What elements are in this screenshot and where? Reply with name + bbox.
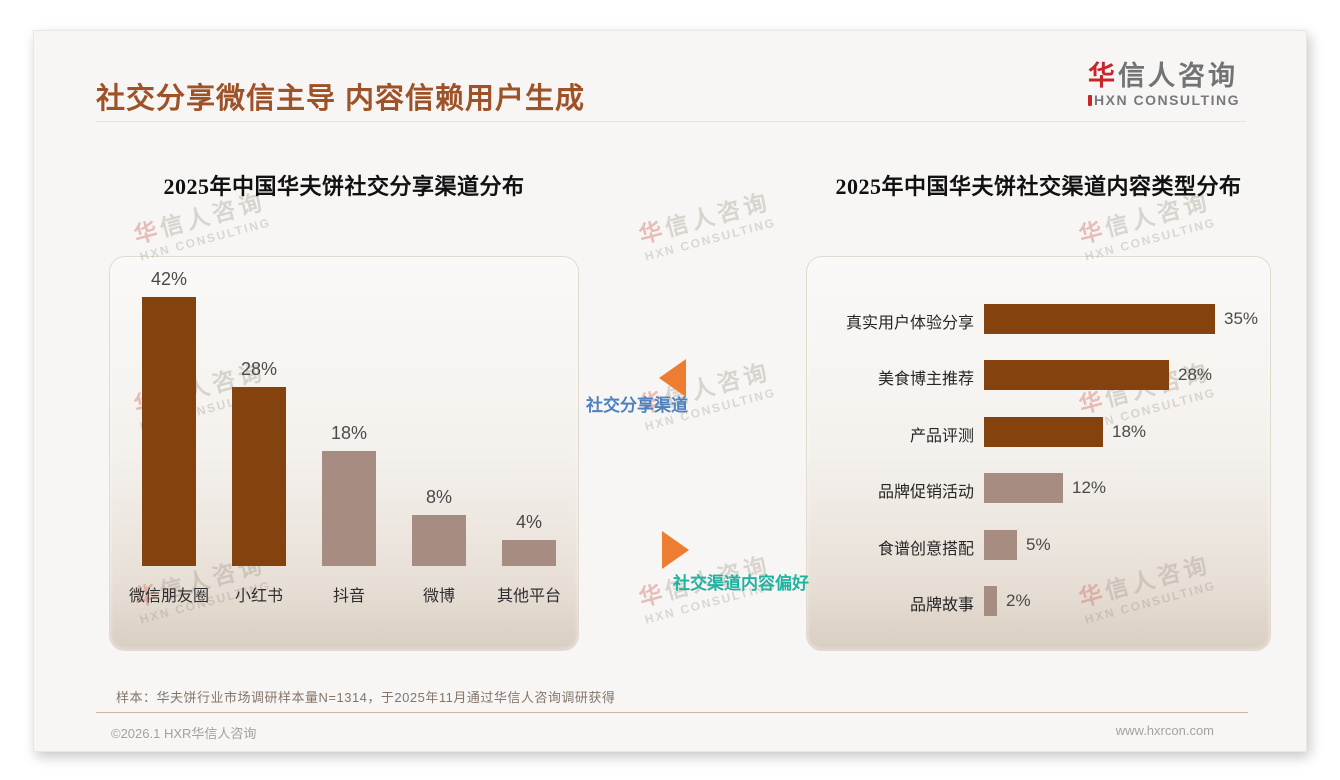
bar-row: 食谱创意搭配 5%: [806, 530, 1271, 560]
right-chart-title: 2025年中国华夫饼社交渠道内容类型分布: [835, 174, 1242, 199]
footer-website: www.hxrcon.com: [1115, 723, 1214, 738]
bar-category-label: 食谱创意搭配: [877, 541, 974, 558]
left-chart-plot: 42% 微信朋友圈 28% 小红书 18% 抖音 8% 微博 4% 其他平台: [109, 256, 579, 651]
bar: [984, 417, 1103, 447]
bar: [502, 540, 556, 566]
footer-divider: [96, 712, 1248, 713]
bar-category-label: 微博: [422, 588, 455, 605]
bar-row: 品牌故事 2%: [806, 586, 1271, 616]
bar-category-label: 产品评测: [909, 428, 974, 445]
right-annotation-label: 社交渠道内容偏好: [673, 574, 809, 593]
logo-chinese-text: 华信人咨询: [1088, 61, 1239, 91]
bar: [142, 297, 196, 566]
bar-category-label: 抖音: [332, 588, 365, 605]
bar-value-label: 8%: [425, 487, 452, 507]
bar-value-label: 12%: [1072, 478, 1107, 497]
bar: [984, 586, 997, 616]
left-chart-title: 2025年中国华夫饼社交分享渠道分布: [163, 174, 525, 199]
bar-category-label: 真实用户体验分享: [845, 315, 974, 332]
bar-category-label: 美食博主推荐: [877, 371, 974, 388]
sample-note: 样本：华夫饼行业市场调研样本量N=1314，于2025年11月通过华信人咨询调研…: [116, 690, 616, 705]
bar-value-label: 35%: [1224, 309, 1259, 328]
bar-row: 真实用户体验分享 35%: [806, 304, 1271, 334]
bar-row: 品牌促销活动 12%: [806, 473, 1271, 503]
bar-category-label: 其他平台: [496, 588, 561, 605]
bar-value-label: 28%: [1178, 365, 1213, 384]
logo-red-mark-icon: [1088, 94, 1093, 106]
left-annotation-label: 社交分享渠道: [586, 396, 688, 415]
bar: [984, 473, 1063, 503]
bar: [984, 360, 1169, 390]
bar: [412, 515, 466, 566]
bar-value-label: 42%: [150, 269, 188, 289]
bar-value-label: 4%: [515, 512, 542, 532]
bar-category-label: 小红书: [234, 588, 283, 605]
company-logo: 华信人咨询 HXN CONSULTING: [1088, 61, 1240, 108]
bar-value-label: 18%: [330, 423, 368, 443]
bar: [232, 387, 286, 566]
title-divider: [96, 121, 1246, 122]
arrow-left-icon: [659, 359, 686, 397]
bar-value-label: 5%: [1026, 535, 1051, 554]
footer-copyright: ©2026.1 HXR华信人咨询: [111, 726, 257, 741]
bar: [984, 530, 1017, 560]
logo-english-text: HXN CONSULTING: [1088, 92, 1240, 108]
bar: [322, 451, 376, 566]
bar-row: 产品评测 18%: [806, 417, 1271, 447]
bar-value-label: 2%: [1006, 591, 1031, 610]
bar-category-label: 微信朋友圈: [128, 588, 209, 605]
right-chart-plot: 真实用户体验分享 35% 美食博主推荐 28% 产品评测 18% 品牌促销活动 12% 食谱创意…: [806, 256, 1271, 651]
slide-card: 社交分享微信主导 内容信赖用户生成 华信人咨询 HXN CONSULTING 2…: [33, 30, 1307, 752]
page-title: 社交分享微信主导 内容信赖用户生成: [96, 83, 586, 115]
bar-category-label: 品牌促销活动: [877, 484, 974, 501]
bar-value-label: 18%: [1112, 422, 1147, 441]
bar: [984, 304, 1215, 334]
bar-row: 美食博主推荐 28%: [806, 360, 1271, 390]
arrow-right-icon: [662, 531, 689, 569]
bar-value-label: 28%: [240, 359, 278, 379]
bar-category-label: 品牌故事: [909, 597, 974, 614]
